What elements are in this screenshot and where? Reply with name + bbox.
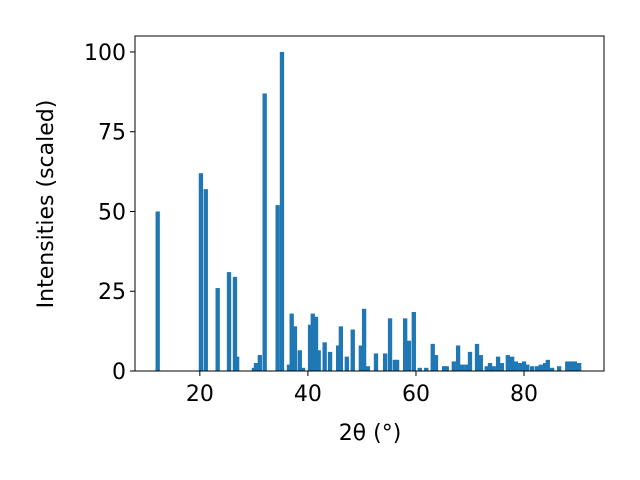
bar: [392, 359, 398, 371]
bar: [430, 343, 435, 371]
bar: [542, 363, 548, 371]
bar: [459, 364, 465, 371]
bar: [513, 361, 519, 371]
bar: [478, 355, 483, 371]
bar: [491, 366, 496, 371]
bar: [534, 366, 540, 371]
y-tick-label: 100: [84, 41, 126, 66]
bar: [441, 366, 447, 371]
bar: [313, 316, 319, 371]
bar: [338, 326, 344, 371]
bar: [521, 361, 527, 371]
bar: [451, 361, 456, 371]
bar: [350, 329, 355, 371]
y-tick-label: 75: [98, 121, 126, 146]
y-axis-label: Intensities (scaled): [34, 100, 59, 309]
bar: [394, 359, 400, 371]
bar: [509, 356, 515, 371]
x-tick-label: 80: [510, 382, 538, 407]
bar: [467, 351, 473, 371]
bar: [474, 343, 480, 371]
bar: [538, 364, 543, 371]
bar: [576, 363, 582, 371]
bar: [545, 359, 550, 371]
bar: [556, 366, 562, 371]
bar: [417, 367, 422, 371]
bar: [406, 340, 412, 371]
bar: [289, 313, 294, 371]
bar: [327, 351, 333, 371]
bar: [253, 363, 259, 371]
bar: [444, 366, 449, 371]
bar: [484, 366, 489, 371]
x-tick-label: 20: [186, 382, 214, 407]
bar: [322, 342, 327, 371]
bar: [373, 353, 379, 371]
bar: [232, 276, 238, 371]
bar: [300, 367, 306, 371]
y-tick-label: 25: [98, 280, 126, 305]
bar: [549, 367, 555, 371]
bar: [455, 345, 461, 371]
bar: [336, 345, 341, 371]
bar: [424, 367, 429, 371]
bar: [411, 311, 416, 371]
bar: [358, 345, 364, 371]
y-tick-label: 0: [112, 360, 126, 385]
bar: [344, 356, 349, 371]
bar: [525, 364, 530, 371]
bar: [572, 361, 577, 371]
bar: [279, 51, 285, 371]
bar: [464, 364, 469, 371]
bar: [215, 288, 220, 371]
x-tick-label: 40: [294, 382, 322, 407]
bar: [361, 308, 367, 371]
bar: [275, 205, 280, 371]
bar: [297, 350, 302, 371]
bar: [307, 324, 313, 371]
bar: [257, 355, 262, 371]
bar: [310, 313, 315, 371]
x-tick-label: 60: [402, 382, 430, 407]
bar: [286, 364, 292, 371]
bar: [495, 356, 501, 371]
bar: [565, 361, 570, 371]
bar: [383, 353, 388, 371]
bar: [529, 366, 535, 371]
bar: [198, 173, 204, 371]
bar: [365, 366, 371, 371]
bar: [203, 189, 208, 371]
plot-frame: [134, 35, 605, 372]
bar: [433, 355, 439, 371]
bar: [403, 318, 408, 371]
bar: [262, 93, 267, 371]
bar: [487, 363, 493, 371]
bar: [226, 272, 232, 371]
bar: [387, 318, 393, 371]
bar: [518, 363, 523, 371]
x-axis-label: 2θ (°): [339, 421, 402, 446]
bar: [316, 350, 321, 371]
bar: [568, 361, 574, 371]
bar: [234, 356, 240, 371]
bar: [292, 326, 298, 371]
y-tick-label: 50: [98, 200, 126, 225]
bar: [505, 355, 510, 371]
bar: [499, 363, 505, 371]
bar: [155, 211, 160, 371]
